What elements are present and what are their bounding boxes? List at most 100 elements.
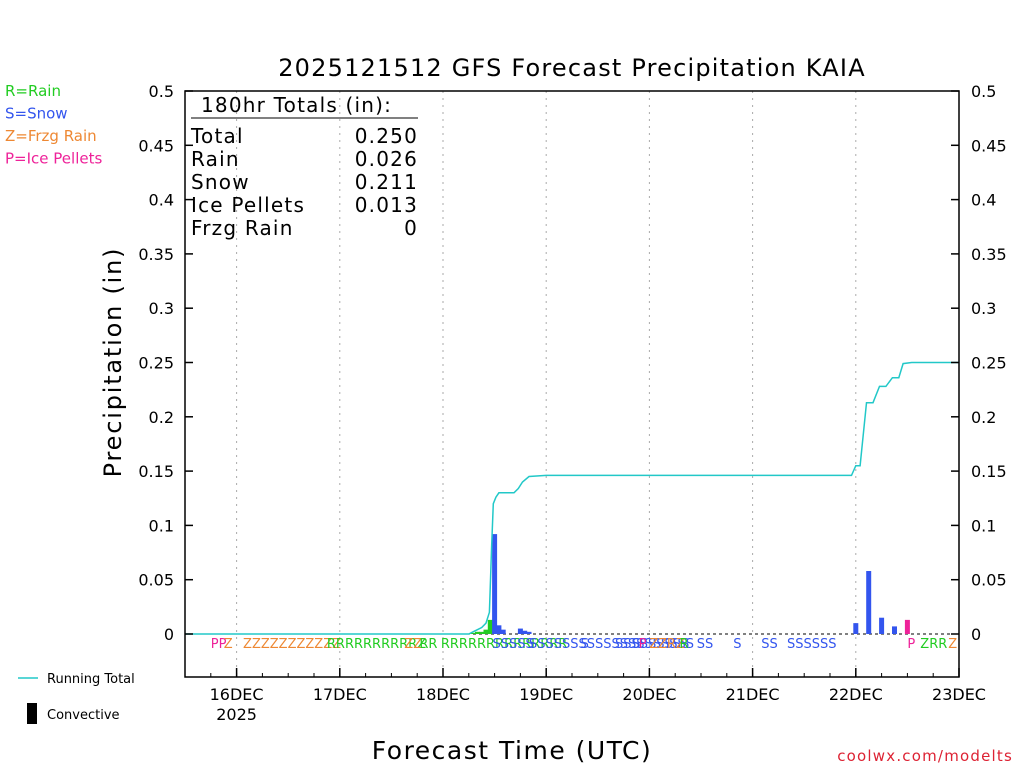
y-tick-label: 0.4 (971, 191, 996, 210)
precip-bar (892, 626, 897, 634)
y-tick-label: 0.4 (149, 191, 174, 210)
y-tick-label: 0 (971, 625, 981, 644)
x-tick-label: 18DEC (416, 685, 470, 704)
bottom-legend-label: Running Total (47, 672, 135, 687)
precip-bar (479, 631, 485, 634)
totals-row-label: Rain (191, 147, 240, 171)
totals-row-label: Frzg Rain (191, 216, 294, 240)
ptype-label: S (632, 637, 640, 652)
x-tick-label: 17DEC (313, 685, 367, 704)
precip-bar (496, 625, 502, 634)
ptype-label: SSSSS (492, 637, 533, 652)
y-axis-label: Precipitation (in) (99, 247, 127, 478)
ptype-label: RRRRRRRRRRRRRR (441, 637, 567, 652)
y-axis-right-ticks: 0 0.05 0.1 0.15 0.2 0.25 0.3 0.35 0.4 0.45 0.5 (951, 82, 1007, 644)
y-tick-label: 0.15 (971, 462, 1007, 481)
legend-item: P=Ice Pellets (5, 150, 102, 168)
precip-bar (487, 619, 493, 634)
ptype-label: ZRR (920, 637, 947, 652)
y-tick-label: 0.2 (149, 408, 174, 427)
y-tick-label: 0.1 (149, 516, 174, 535)
y-tick-label: 0.3 (149, 299, 174, 318)
y-tick-label: 0 (164, 625, 174, 644)
precip-bar (517, 628, 523, 634)
totals-row-label: Total (190, 124, 244, 148)
y-tick-label: 0.05 (971, 571, 1007, 590)
precip-bar (492, 534, 498, 634)
chart-title: 2025121512 GFS Forecast Precipitation KA… (278, 54, 866, 82)
ptype-label: S (733, 637, 741, 652)
bottom-legend-label: Convective (47, 708, 120, 723)
y-tick-label: 0.25 (138, 354, 174, 373)
y-tick-label: 0.45 (138, 136, 174, 155)
ptype-label: SSSSSSSSSSSSSSSSSSSS (529, 637, 694, 652)
totals-row-label: Ice Pellets (191, 193, 305, 217)
precip-bar (470, 632, 476, 634)
precip-bar (904, 619, 910, 634)
totals-row-value: 0 (404, 216, 418, 240)
precip-bar (483, 629, 489, 634)
y-tick-label: 0.5 (149, 82, 174, 101)
precip-bar (853, 623, 859, 634)
ptype-label: S (581, 637, 589, 652)
ptype-label: RRRRRRRRRRZ (327, 637, 426, 652)
ptype-label: P (639, 637, 647, 652)
x-tick-label: 22DEC (829, 685, 883, 704)
precip-bar (526, 631, 532, 634)
plot-frame (184, 90, 960, 678)
precip-bar (522, 630, 528, 634)
precip-bar (474, 631, 480, 634)
running-total-line (185, 361, 959, 635)
ptype-label: ZZ (404, 637, 422, 652)
axes (184, 90, 960, 678)
y-tick-label: 0.25 (971, 354, 1007, 373)
ptype-label: P (907, 637, 915, 652)
ptype-label: ZRZ (658, 637, 685, 652)
precip-bars (470, 534, 910, 634)
precip-bar (879, 617, 885, 634)
x-tick-sublabel: 2025 (216, 705, 257, 724)
totals-row-value: 0.013 (355, 193, 418, 217)
y-tick-label: 0.5 (971, 82, 996, 101)
ptype-label: ZZZZZZZZZZZ (243, 637, 341, 652)
ptype-label: Z (224, 637, 233, 652)
ptype-label: SSSSSSSSS (615, 637, 689, 652)
ptype-label: PP (211, 637, 227, 652)
ptype-label: SSSSSS (787, 637, 837, 652)
ptype-label: SS (761, 637, 778, 652)
convective-swatch (27, 703, 37, 724)
x-tick-label: 23DEC (932, 685, 986, 704)
totals-row-value: 0.211 (355, 170, 418, 194)
x-tick-label: 19DEC (519, 685, 573, 704)
watermark: coolwx.com/modelts (837, 747, 1013, 765)
y-tick-label: 0.2 (971, 408, 996, 427)
totals-heading: 180hr Totals (in): (201, 93, 392, 117)
ptype-label: R (680, 637, 689, 652)
bottom-legend: Running Total Convective (18, 672, 135, 724)
totals-row-value: 0.026 (355, 147, 418, 171)
precip-bar (866, 571, 872, 634)
legend: R=Rain S=Snow Z=Frzg Rain P=Ice Pellets (5, 82, 102, 168)
legend-item: S=Snow (5, 105, 68, 123)
totals-box: 180hr Totals (in): Total 0.250 Rain 0.026 Sno… (190, 93, 418, 240)
totals-row-value: 0.250 (355, 124, 418, 148)
x-axis-label: Forecast Time (UTC) (372, 736, 652, 765)
legend-item: Z=Frzg Rain (5, 127, 97, 145)
legend-item: R=Rain (5, 82, 61, 100)
x-tick-label: 16DEC (210, 685, 264, 704)
y-tick-label: 0.35 (971, 245, 1007, 264)
ptype-label: Z (649, 637, 658, 652)
grid (185, 91, 959, 677)
y-tick-label: 0.3 (971, 299, 996, 318)
x-tick-label: 20DEC (622, 685, 676, 704)
x-tick-label: 21DEC (726, 685, 780, 704)
totals-row-label: Snow (191, 170, 250, 194)
y-tick-label: 0.15 (138, 462, 174, 481)
ptype-label: RR (419, 637, 437, 652)
y-tick-label: 0.35 (138, 245, 174, 264)
ptype-label: Z (948, 637, 957, 652)
y-tick-label: 0.45 (971, 136, 1007, 155)
